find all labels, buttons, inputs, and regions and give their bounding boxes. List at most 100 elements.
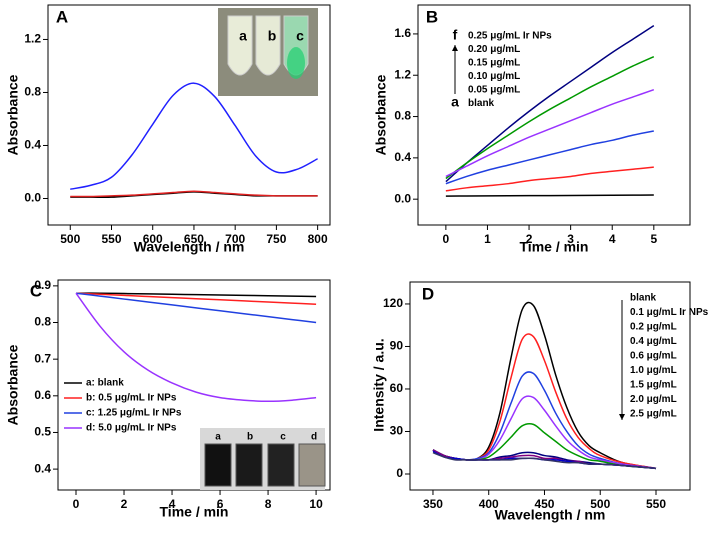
annotation: a <box>451 94 459 110</box>
data-line <box>76 292 317 298</box>
plot <box>70 82 318 199</box>
data-line <box>445 88 655 178</box>
tube <box>255 15 281 76</box>
y-tick-label: 0.8 <box>394 109 411 123</box>
y-tick-label: 120 <box>383 296 403 310</box>
y-tick-label: 0.4 <box>24 138 41 152</box>
x-tick-label: 550 <box>101 232 121 246</box>
data-line <box>445 194 654 197</box>
x-tick-label: 800 <box>308 232 328 246</box>
y-tick-label: 1.2 <box>394 67 411 81</box>
panel-label: A <box>56 7 68 26</box>
legend-label: 0.20 μg/mL <box>468 44 520 55</box>
y-tick-label: 0.0 <box>24 191 41 205</box>
inset-label: a <box>239 28 247 44</box>
panel-label: B <box>426 7 438 26</box>
legend-label: 0.4 μg/mL <box>630 336 677 347</box>
y-tick-label: 0.5 <box>34 425 51 439</box>
x-tick-label: 5 <box>650 232 657 246</box>
x-tick-label: 0 <box>443 232 450 246</box>
legend-label: 0.15 μg/mL <box>468 58 520 69</box>
panel-label: C <box>30 281 42 300</box>
cuvette <box>204 443 232 487</box>
legend-label: d: 5.0 μg/mL Ir NPs <box>86 423 177 434</box>
legend-label: 1.0 μg/mL <box>630 365 677 376</box>
inset-label: b <box>268 28 277 44</box>
plot <box>75 292 317 403</box>
cuvette <box>235 443 263 487</box>
y-tick-label: 60 <box>390 381 404 395</box>
data-line <box>70 190 318 198</box>
x-tick-label: 4 <box>169 497 176 511</box>
y-tick-label: 0.4 <box>34 461 51 475</box>
x-tick-label: 450 <box>534 497 554 511</box>
data-line <box>70 82 318 190</box>
y-axis-title: Absorbance <box>5 74 21 155</box>
panel-label: D <box>422 284 434 303</box>
data-line <box>445 25 655 183</box>
x-tick-label: 3 <box>567 232 574 246</box>
legend-label: blank <box>468 98 495 109</box>
plot-frame <box>47 4 331 226</box>
x-axis-title: Wavelength / nm <box>134 239 245 255</box>
y-tick-label: 90 <box>390 339 404 353</box>
y-tick-label: 0 <box>396 466 403 480</box>
x-tick-label: 700 <box>225 232 245 246</box>
legend-label: 0.25 μg/mL Ir NPs <box>468 31 552 42</box>
x-axis-title: Wavelength / nm <box>495 507 606 523</box>
y-tick-label: 1.2 <box>24 32 41 46</box>
x-tick-label: 400 <box>479 497 499 511</box>
x-tick-label: 8 <box>265 497 272 511</box>
cuvette <box>267 443 295 487</box>
data-line <box>432 301 657 470</box>
x-tick-label: 550 <box>646 497 666 511</box>
legend-label: 0.10 μg/mL <box>468 71 520 82</box>
tube-glow <box>287 47 305 79</box>
legend-label: 0.2 μg/mL <box>630 322 677 333</box>
plot-frame <box>409 281 691 491</box>
inset-label: c <box>296 28 304 44</box>
y-tick-label: 0.0 <box>394 191 411 205</box>
legend-label: 0.1 μg/mL Ir NPs <box>630 307 708 318</box>
y-tick-label: 0.4 <box>394 150 411 164</box>
arrow-head <box>452 45 458 51</box>
data-line <box>75 292 317 305</box>
plot-frame <box>57 279 331 491</box>
legend-label: a: blank <box>86 378 124 389</box>
y-tick-label: 0.9 <box>34 278 51 292</box>
inset-label: d <box>311 432 317 443</box>
y-tick-label: 30 <box>390 424 404 438</box>
x-tick-label: 650 <box>184 232 204 246</box>
legend-label: c: 1.25 μg/mL Ir NPs <box>86 408 182 419</box>
y-tick-label: 1.6 <box>394 26 411 40</box>
x-axis-title: Time / min <box>160 504 229 520</box>
y-tick-label: 0.8 <box>34 315 51 329</box>
x-tick-label: 600 <box>143 232 163 246</box>
inset-label: c <box>280 432 286 443</box>
x-tick-label: 1 <box>484 232 491 246</box>
x-tick-label: 500 <box>590 497 610 511</box>
y-axis-title: Absorbance <box>5 344 21 425</box>
y-tick-label: 0.6 <box>34 388 51 402</box>
data-line <box>445 166 654 192</box>
inset-label: b <box>247 432 253 443</box>
legend-label: blank <box>630 293 657 304</box>
x-tick-label: 6 <box>217 497 224 511</box>
legend-label: 2.5 μg/mL <box>630 409 677 420</box>
legend-label: 0.6 μg/mL <box>630 351 677 362</box>
y-tick-label: 0.8 <box>24 85 41 99</box>
y-tick-label: 0.7 <box>34 351 51 365</box>
data-line <box>432 423 657 470</box>
annotation: f <box>453 27 458 43</box>
tube <box>227 15 253 76</box>
y-axis-title: Absorbance <box>373 74 389 155</box>
x-tick-label: 4 <box>609 232 616 246</box>
x-tick-label: 2 <box>526 232 533 246</box>
x-axis-title: Time / min <box>520 239 589 255</box>
legend-label: 1.5 μg/mL <box>630 380 677 391</box>
plot <box>445 25 655 197</box>
data-line <box>432 371 657 470</box>
y-axis-title: Intensity / a.u. <box>371 338 387 431</box>
data-line <box>432 452 657 470</box>
